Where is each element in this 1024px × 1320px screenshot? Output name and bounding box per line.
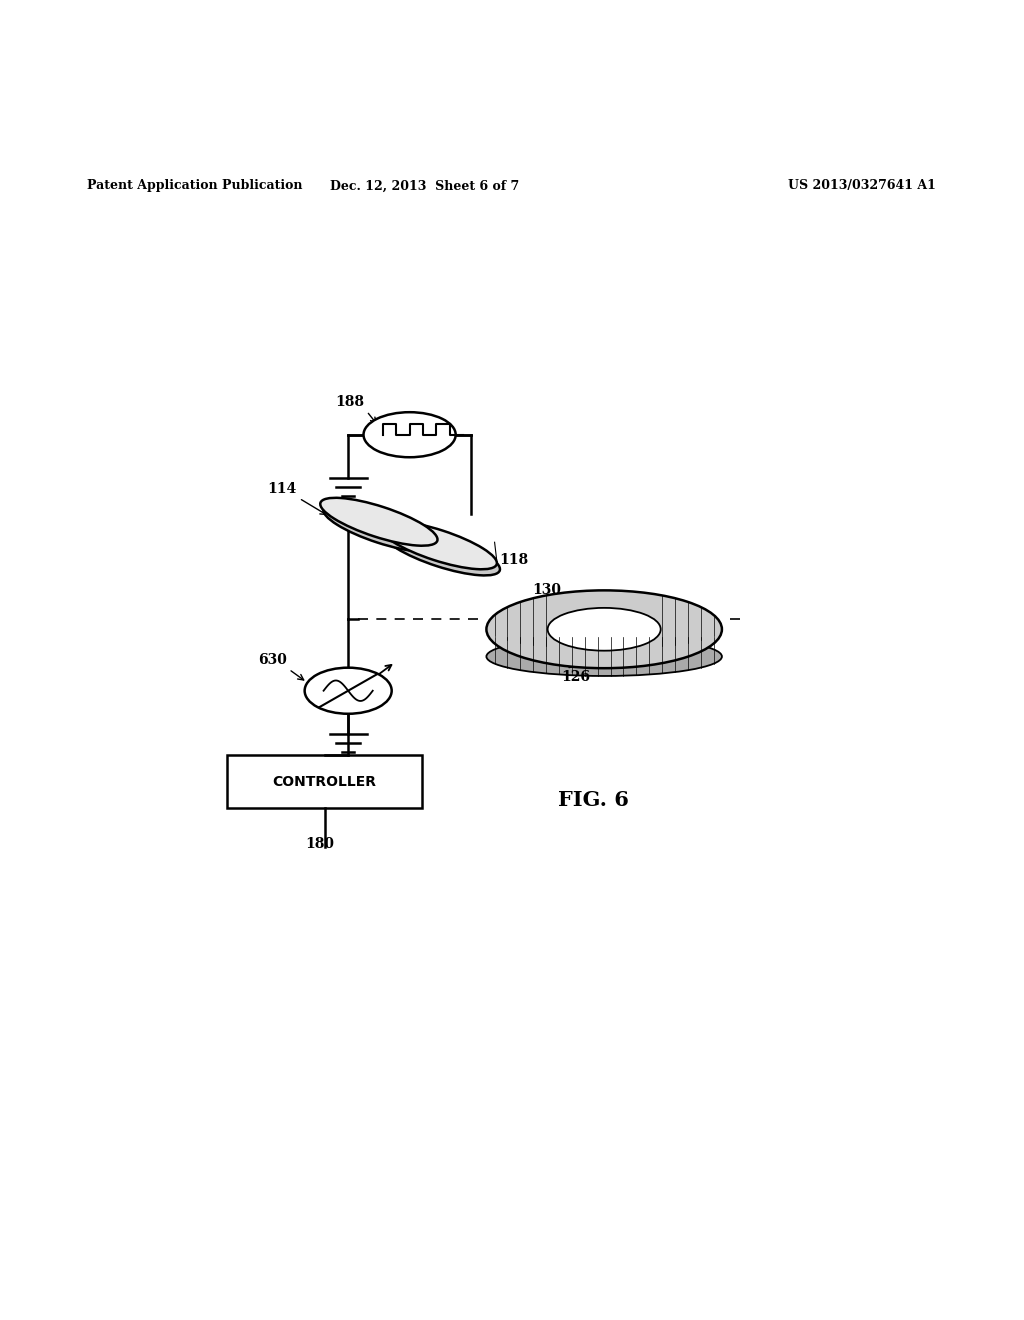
Text: 630: 630 (258, 653, 287, 667)
Text: 118: 118 (500, 553, 528, 566)
Text: FIG. 6: FIG. 6 (558, 791, 630, 810)
Text: 114: 114 (267, 482, 297, 496)
Ellipse shape (305, 668, 391, 714)
Text: 130: 130 (532, 582, 561, 597)
Ellipse shape (364, 412, 456, 457)
Bar (227, 755, 422, 808)
Ellipse shape (321, 498, 437, 545)
Text: 126: 126 (561, 671, 590, 684)
Ellipse shape (324, 504, 440, 552)
Ellipse shape (380, 521, 497, 569)
Text: Patent Application Publication: Patent Application Publication (87, 180, 302, 193)
Ellipse shape (486, 590, 722, 668)
Text: US 2013/0327641 A1: US 2013/0327641 A1 (788, 180, 936, 193)
Ellipse shape (486, 638, 722, 676)
Text: 180: 180 (305, 837, 334, 851)
Text: CONTROLLER: CONTROLLER (272, 775, 377, 789)
Text: Dec. 12, 2013  Sheet 6 of 7: Dec. 12, 2013 Sheet 6 of 7 (331, 180, 519, 193)
Text: 188: 188 (336, 395, 365, 409)
Ellipse shape (383, 528, 500, 576)
Ellipse shape (548, 609, 660, 651)
